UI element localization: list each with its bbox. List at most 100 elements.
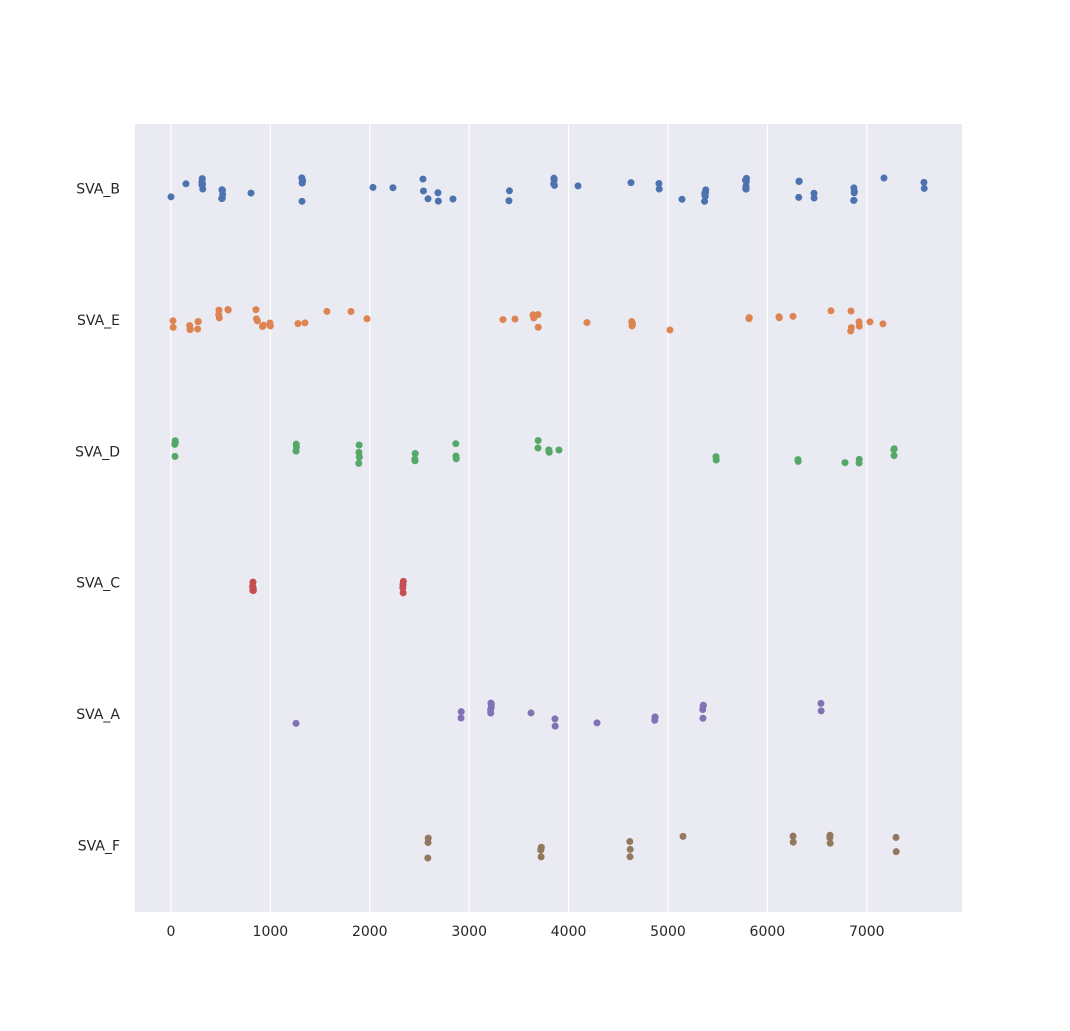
x-tick-label: 7000 — [849, 924, 885, 940]
point — [194, 325, 202, 333]
point — [198, 180, 206, 188]
point — [551, 715, 559, 723]
point — [789, 312, 797, 320]
point — [651, 716, 659, 724]
point — [702, 186, 710, 194]
point — [551, 722, 559, 730]
point — [850, 184, 858, 192]
point — [169, 317, 177, 325]
point — [411, 455, 419, 463]
point — [534, 323, 542, 331]
point — [655, 179, 663, 187]
point — [167, 193, 175, 201]
point — [847, 307, 855, 315]
point — [171, 439, 179, 447]
point — [355, 441, 363, 449]
point — [890, 452, 898, 460]
point — [890, 446, 898, 454]
point — [194, 318, 202, 326]
point — [355, 453, 363, 461]
point — [850, 196, 858, 204]
y-tick-label: SVA_E — [77, 313, 120, 329]
x-tick-label: 5000 — [650, 924, 686, 940]
point — [534, 437, 542, 445]
y-tick-label: SVA_D — [75, 444, 120, 460]
point — [452, 455, 460, 463]
point — [292, 443, 300, 451]
point — [817, 699, 825, 707]
point — [626, 845, 634, 853]
point — [810, 194, 818, 202]
point — [678, 195, 686, 203]
point — [419, 175, 427, 183]
point — [879, 320, 887, 328]
point — [457, 714, 465, 722]
point — [855, 455, 863, 463]
point — [920, 184, 928, 192]
point — [920, 178, 928, 186]
point — [628, 321, 636, 329]
point — [679, 832, 687, 840]
x-tick-label: 6000 — [750, 924, 786, 940]
point — [457, 708, 465, 716]
point — [534, 311, 542, 319]
point — [794, 457, 802, 465]
point — [505, 187, 513, 195]
point — [434, 189, 442, 197]
point — [247, 189, 255, 197]
point — [789, 832, 797, 840]
point — [545, 446, 553, 454]
point — [292, 719, 300, 727]
point — [218, 194, 226, 202]
point — [363, 315, 371, 323]
point — [775, 314, 783, 322]
y-tick-label: SVA_A — [76, 707, 120, 723]
point — [626, 853, 634, 861]
point — [399, 577, 407, 585]
point — [419, 187, 427, 195]
point — [626, 838, 634, 846]
point — [424, 195, 432, 203]
point — [742, 176, 750, 184]
point — [537, 843, 545, 851]
point — [266, 322, 274, 330]
point — [411, 450, 419, 458]
point — [186, 322, 194, 330]
point — [534, 444, 542, 452]
point — [249, 585, 257, 593]
point — [198, 175, 206, 183]
point — [323, 307, 331, 315]
point — [169, 323, 177, 331]
point — [655, 185, 663, 193]
point — [347, 308, 355, 316]
point — [511, 315, 519, 323]
point — [855, 322, 863, 330]
point — [537, 853, 545, 861]
point — [434, 197, 442, 205]
point — [847, 327, 855, 335]
point — [487, 700, 495, 708]
point — [389, 184, 397, 192]
point — [550, 180, 558, 188]
point — [301, 319, 309, 327]
point — [449, 195, 457, 203]
point — [583, 319, 591, 327]
point — [369, 183, 377, 191]
point — [827, 307, 835, 315]
point — [789, 838, 797, 846]
point — [699, 714, 707, 722]
point — [399, 584, 407, 592]
point — [593, 719, 601, 727]
point — [298, 197, 306, 205]
point — [182, 180, 190, 188]
point — [215, 311, 223, 319]
point — [826, 834, 834, 842]
point — [866, 318, 874, 326]
x-tick-label: 2000 — [352, 924, 388, 940]
point — [627, 179, 635, 187]
point — [892, 833, 900, 841]
x-tick-label: 4000 — [551, 924, 587, 940]
point — [666, 326, 674, 334]
point — [795, 177, 803, 185]
